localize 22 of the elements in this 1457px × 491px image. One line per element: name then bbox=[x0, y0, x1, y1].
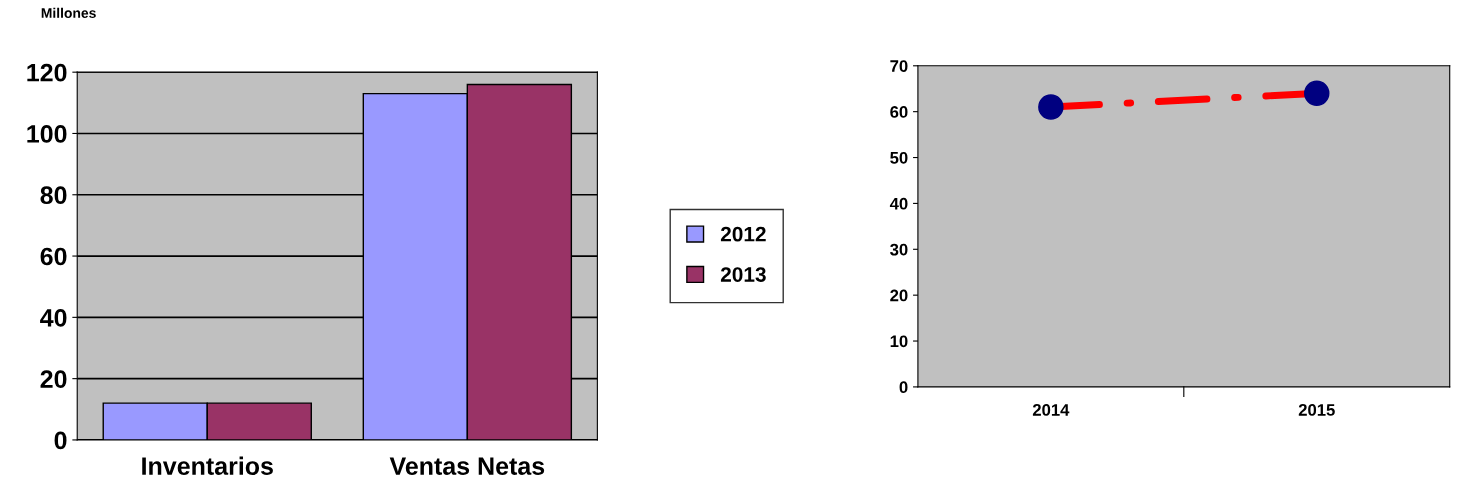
y-tick-label: 40 bbox=[40, 308, 67, 327]
y-axis-title: Millones bbox=[41, 7, 96, 18]
x-tick-label: 2014 bbox=[1032, 404, 1070, 416]
y-tick-label: 60 bbox=[40, 247, 67, 266]
y-tick-label: 100 bbox=[27, 125, 67, 143]
legend-label: 2012 bbox=[720, 226, 766, 242]
y-tick-label: 50 bbox=[890, 151, 908, 164]
y-tick-label: 10 bbox=[890, 335, 908, 348]
y-tick-label: 80 bbox=[40, 186, 67, 205]
y-tick-label: 20 bbox=[890, 289, 908, 302]
y-tick-label: 0 bbox=[54, 431, 67, 450]
y-tick-label: 30 bbox=[890, 243, 908, 256]
x-tick-label: Ventas Netas bbox=[389, 457, 545, 475]
y-tick-label: 20 bbox=[40, 370, 67, 388]
x-tick-label: Inventarios bbox=[142, 456, 273, 475]
y-tick-label: 0 bbox=[899, 381, 908, 394]
y-tick-label: 70 bbox=[890, 60, 908, 72]
x-tick-label: 2015 bbox=[1298, 404, 1335, 416]
legend-label: 2013 bbox=[720, 267, 766, 282]
y-tick-label: 40 bbox=[889, 197, 908, 210]
y-tick-label: 120 bbox=[27, 63, 67, 82]
y-tick-label: 60 bbox=[890, 106, 908, 118]
